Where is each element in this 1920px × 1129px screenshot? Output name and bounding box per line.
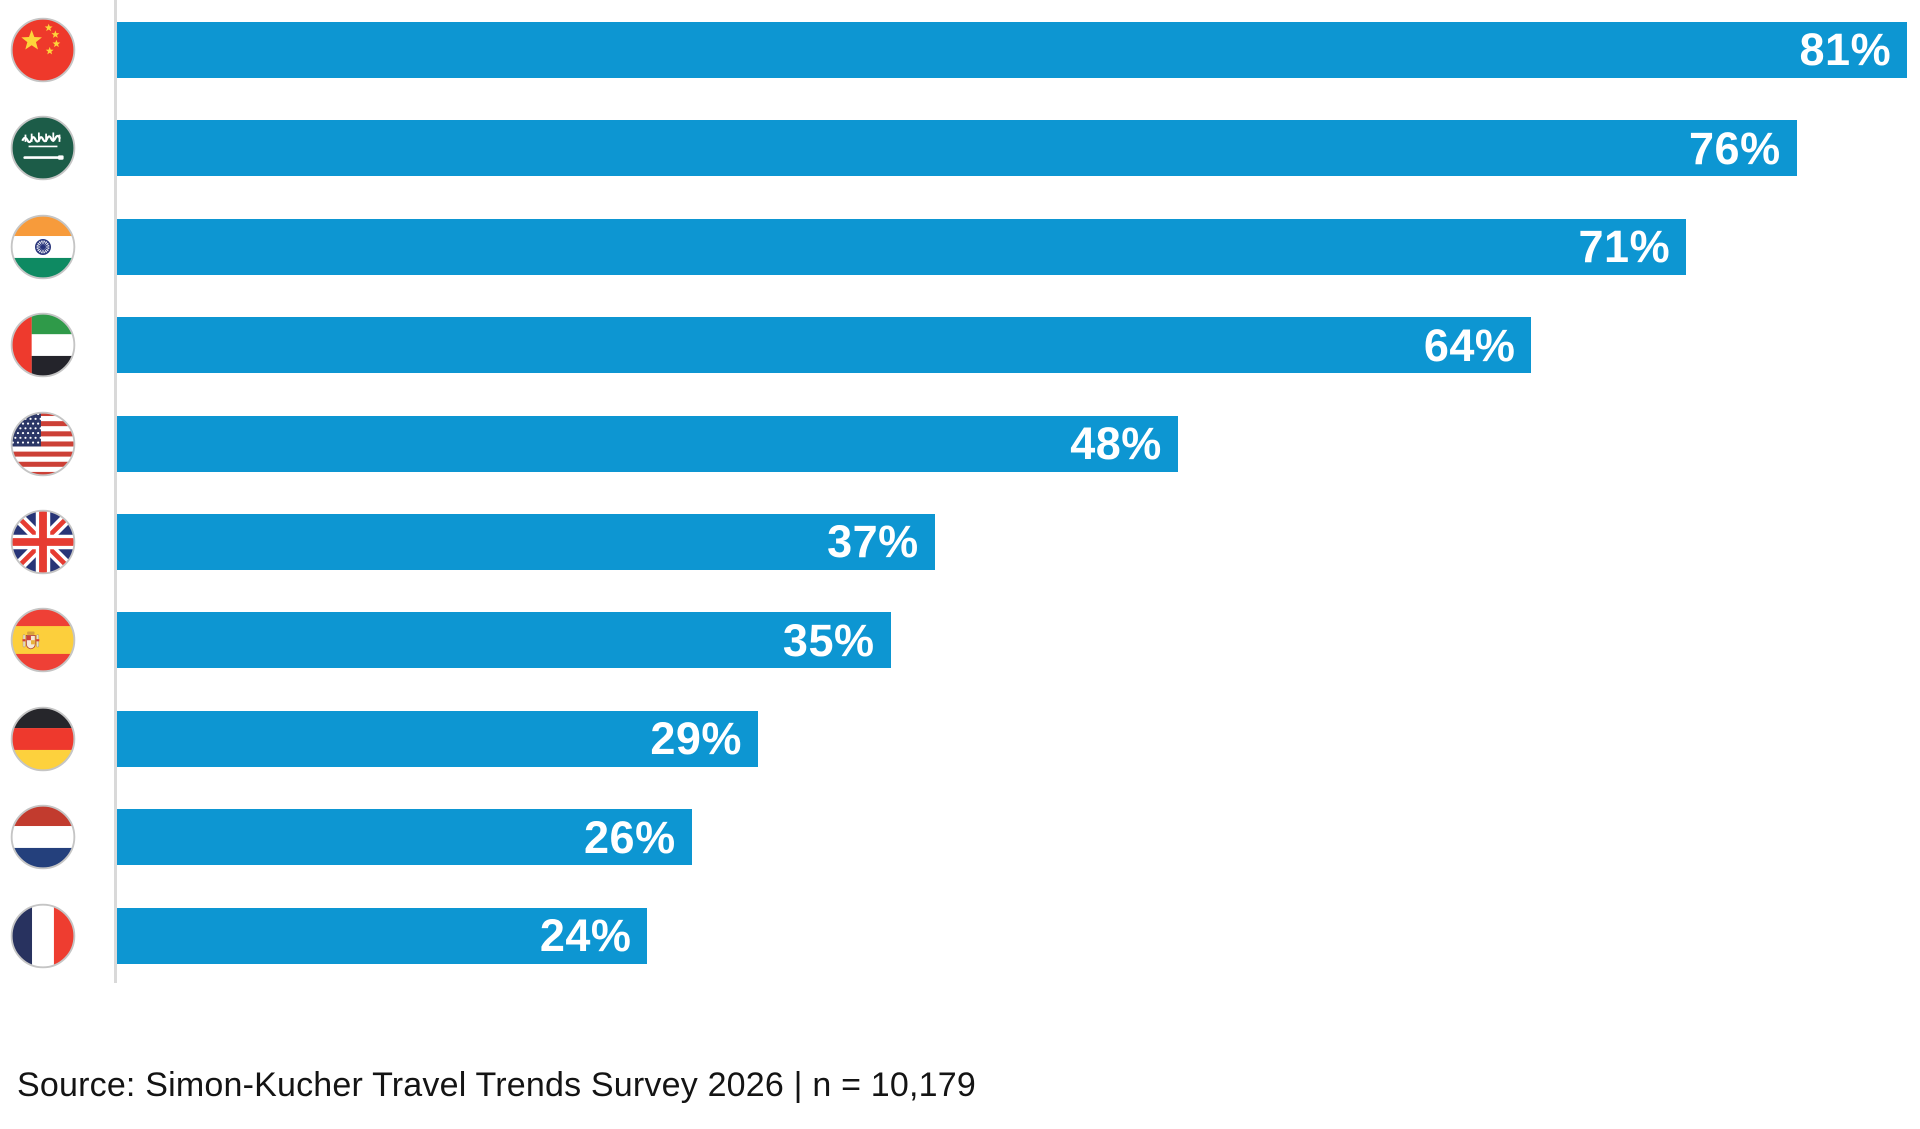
bar-value-label: 81% — [1799, 24, 1892, 76]
bar-france: 24% — [117, 907, 648, 964]
y-axis-line — [114, 0, 117, 983]
bar-value-label: 35% — [782, 614, 875, 666]
bar-row-uk: 37% — [0, 493, 1920, 591]
bar-row-india: 71% — [0, 198, 1920, 296]
bar-netherlands: 26% — [117, 809, 692, 866]
bar-row-usa: 48% — [0, 394, 1920, 492]
bar-value-label: 48% — [1070, 418, 1162, 470]
bar-india: 71% — [117, 218, 1687, 275]
bar-row-saudi-arabia: 76% — [0, 99, 1920, 197]
bar-uae: 64% — [117, 317, 1532, 374]
bar-usa: 48% — [117, 415, 1178, 472]
flag-germany-icon — [10, 706, 76, 772]
bar-row-uae: 64% — [0, 296, 1920, 394]
bar-value-label: 71% — [1578, 221, 1671, 273]
flag-france-icon — [10, 903, 76, 969]
bar-row-netherlands: 26% — [0, 788, 1920, 886]
bar-value-label: 26% — [584, 811, 676, 863]
bar-value-label: 37% — [827, 516, 919, 568]
bar-value-label: 24% — [539, 910, 632, 962]
flag-netherlands-icon — [10, 804, 76, 870]
bar-value-label: 76% — [1689, 122, 1781, 174]
flag-china-icon — [10, 17, 76, 83]
bar-row-france: 24% — [0, 886, 1920, 984]
flag-uae-icon — [10, 312, 76, 378]
bar-saudi-arabia: 76% — [117, 120, 1797, 177]
bar-row-germany: 29% — [0, 690, 1920, 788]
flag-usa-icon — [10, 411, 76, 477]
bar-uk: 37% — [117, 513, 935, 570]
flag-india-icon — [10, 214, 76, 280]
bar-germany: 29% — [117, 710, 758, 767]
flag-uk-icon — [10, 509, 76, 575]
bar-row-spain: 35% — [0, 591, 1920, 689]
bar-row-china: 81% — [0, 1, 1920, 99]
bar-chart: 81% 76% 71% 64% 48% 37% 35% 29% 26% 24% — [0, 0, 1920, 984]
bar-value-label: 64% — [1423, 319, 1516, 371]
flag-saudi-arabia-icon — [10, 115, 76, 181]
bar-value-label: 29% — [650, 713, 742, 765]
source-caption: Source: Simon-Kucher Travel Trends Surve… — [17, 1066, 976, 1104]
flag-spain-icon — [10, 607, 76, 673]
bar-spain: 35% — [117, 612, 891, 669]
bar-china: 81% — [117, 21, 1908, 78]
